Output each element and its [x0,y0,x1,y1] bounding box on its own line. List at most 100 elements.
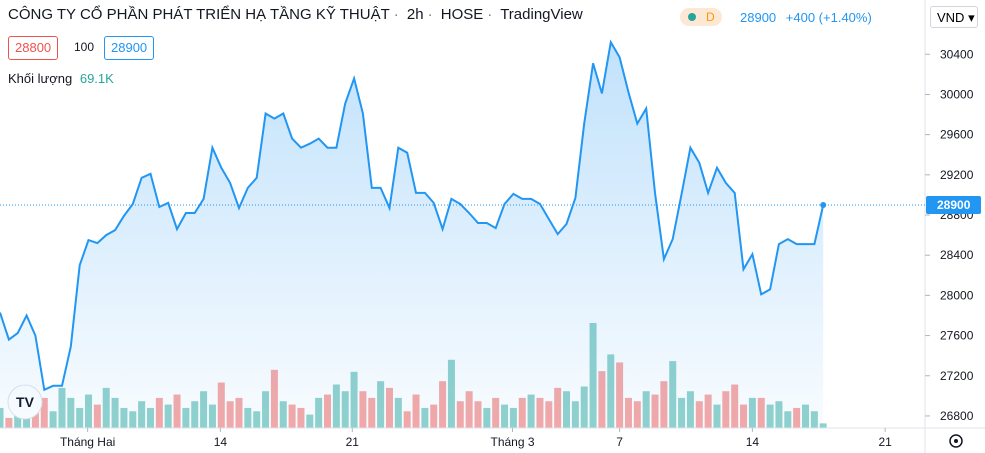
x-tick-label: 14 [214,435,228,449]
svg-text:TV: TV [16,394,35,410]
volume-bar [173,394,181,428]
y-tick-label: 28000 [940,288,974,302]
volume-bar [686,391,694,428]
volume-bar [589,323,597,428]
volume-bar [182,407,190,428]
volume-bar [244,407,252,428]
y-tick-label: 27200 [940,369,974,383]
volume-bar [253,411,261,428]
volume-bar [297,407,305,428]
y-tick-label: 30400 [940,47,974,61]
volume-bar [385,387,393,428]
badge-text: D [706,10,715,24]
y-tick-label: 29200 [940,168,974,182]
volume-bar [598,371,606,428]
volume-bar [324,394,332,428]
volume-bar [793,407,801,428]
volume-bar [757,397,765,428]
volume-bar [368,397,376,428]
volume-bar [802,404,810,428]
x-tick-label: 21 [878,435,892,449]
ask[interactable]: 28900 [104,36,155,60]
volume-bar [483,407,491,428]
volume-bar [5,417,13,428]
volume-bar [456,401,464,428]
volume-legend: Khối lượng 69.1K [8,71,114,86]
volume-bar [306,414,314,428]
quote: 28900 +400 (+1.40%) [740,10,872,25]
volume-bar [403,411,411,428]
volume-bar [120,407,128,428]
volume-bar [669,361,677,428]
volume-bar [200,391,208,428]
volume-bar [545,401,553,428]
volume-bar [129,411,137,428]
volume-bar [350,371,358,428]
x-tick-label: Tháng 3 [490,435,534,449]
volume-bar [775,401,783,428]
volume-bar [766,404,774,428]
tv-logo: TV [7,384,43,420]
settings-icon[interactable] [949,434,963,448]
volume-bar [102,387,110,428]
volume-bar [58,387,66,428]
volume-bar [580,386,588,428]
volume-bar [474,401,482,428]
x-tick-label: 21 [346,435,360,449]
title: CÔNG TY CỔ PHẦN PHÁT TRIỂN HẠ TẦNG KỸ TH… [8,6,390,23]
last-point [820,201,827,208]
volume-bar [518,397,526,428]
volume-bar [421,407,429,428]
volume-bar [704,394,712,428]
interval[interactable]: 2h [406,6,424,23]
volume-bar [85,394,93,428]
volume-bar [226,401,234,428]
volume-bar [784,411,792,428]
y-tick-label: 28800 [940,208,974,222]
volume-bar [270,369,278,428]
currency: VND [937,10,965,25]
volume-bar [0,407,4,428]
volume-bar [359,391,367,428]
volume-bar [439,381,447,428]
volume-bar [67,397,75,428]
bid[interactable]: 28800 [8,36,59,60]
volume-bar [554,387,562,428]
volume-bar [191,401,199,428]
volume-bar [624,397,632,428]
status-badge: D [680,8,722,26]
volume-bar [501,404,509,428]
price-area [0,42,824,428]
volume-bar [571,401,579,428]
volume-label: Khối lượng [8,71,73,86]
change: +400 (+1.40%) [785,10,872,25]
price-line [0,39,825,392]
volume-bar [810,411,818,428]
volume-bar [536,397,544,428]
volume-bar [76,407,84,428]
y-tick-label: 26800 [940,409,974,423]
volume-bar [377,381,385,428]
volume-bar [14,414,22,428]
y-tick-label: 30000 [940,87,974,101]
volume-bar [208,404,216,428]
volume-bar [642,391,650,428]
volume-bar [93,404,101,428]
x-tick-label: 7 [616,435,623,449]
volume-bar [509,407,517,428]
volume-bar [819,423,827,428]
volume-bar [740,404,748,428]
volume-bar [660,381,668,428]
volume-bar [279,401,287,428]
currency-select[interactable]: VND ▾ [930,6,978,28]
y-tick-label: 27600 [940,329,974,343]
volume-bar [49,411,57,428]
source: TradingView [500,6,583,23]
volume-bar [616,362,624,428]
volume-bar [695,401,703,428]
volume-bar [492,397,500,428]
volume-bar [447,359,455,428]
spread: 100 [74,40,95,54]
last-price-tag [926,195,981,214]
